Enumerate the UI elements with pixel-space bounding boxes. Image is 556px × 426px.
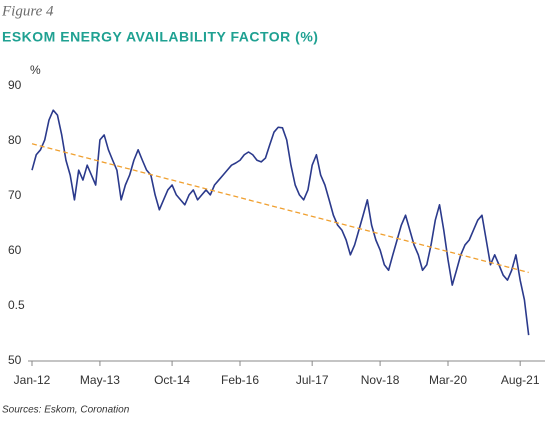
x-tick-label: Oct-14 bbox=[154, 373, 190, 387]
series-line bbox=[31, 109, 530, 336]
x-tick-label: Aug-21 bbox=[501, 373, 540, 387]
trend-line bbox=[31, 143, 529, 274]
y-tick-label: 80 bbox=[8, 133, 22, 147]
x-tick-label: Nov-18 bbox=[361, 373, 400, 387]
y-tick-label: 60 bbox=[8, 243, 22, 257]
y-tick-label: 70 bbox=[8, 188, 22, 202]
y-tick-label: 0.5 bbox=[8, 298, 25, 312]
x-tick-label: Jan-12 bbox=[14, 373, 51, 387]
source-note: Sources: Eskom, Coronation bbox=[2, 405, 130, 416]
chart-title: ESKOM ENERGY AVAILABILITY FACTOR (%) bbox=[2, 29, 318, 45]
x-tick-label: Mar-20 bbox=[429, 373, 467, 387]
y-tick-label: 90 bbox=[8, 78, 22, 92]
x-tick-label: May-13 bbox=[80, 373, 120, 387]
figure-label: Figure 4 bbox=[1, 3, 54, 19]
y-tick-label: 50 bbox=[8, 353, 22, 367]
y-axis-label: % bbox=[30, 63, 41, 77]
x-tick-label: Jul-17 bbox=[296, 373, 329, 387]
x-tick-label: Feb-16 bbox=[221, 373, 259, 387]
